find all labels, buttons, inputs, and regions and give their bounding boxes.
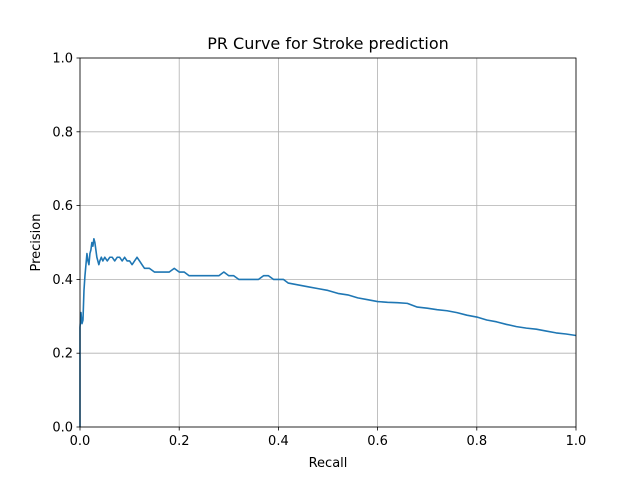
ticks: 0.0 0.2 0.4 0.6 0.8 1.0 0.0 0.2 0.4 0.6 0.8 1.0 xyxy=(52,52,586,450)
x-tick-label: 0.8 xyxy=(466,434,487,449)
y-tick-label: 0.2 xyxy=(52,347,73,362)
y-axis-label: Precision xyxy=(29,213,44,271)
x-axis-label: Recall xyxy=(309,456,348,471)
y-tick-label: 0.8 xyxy=(52,125,73,140)
pr-curve-line xyxy=(79,238,577,427)
x-tick-label: 0.6 xyxy=(367,434,388,449)
y-tick-label: 0.6 xyxy=(52,199,73,214)
x-tick-label: 0.2 xyxy=(169,434,190,449)
y-tick-label: 0.0 xyxy=(52,421,73,436)
axes-frame xyxy=(79,57,577,428)
plot-area xyxy=(79,238,577,427)
chart-title: PR Curve for Stroke prediction xyxy=(207,34,449,53)
x-tick-label: 1.0 xyxy=(566,434,587,449)
y-tick-label: 1.0 xyxy=(52,52,73,67)
y-tick-label: 0.4 xyxy=(52,273,73,288)
x-tick-label: 0.0 xyxy=(70,434,91,449)
x-tick-label: 0.4 xyxy=(268,434,289,449)
